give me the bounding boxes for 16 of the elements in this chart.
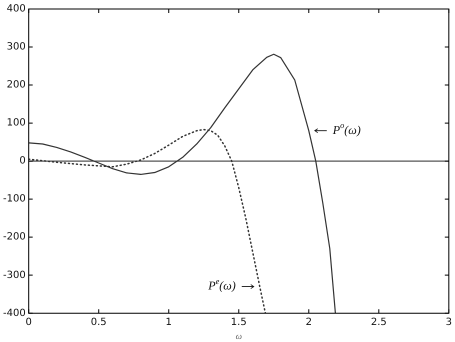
y-tick-label: 400 — [6, 4, 26, 15]
x-tick-label: 1 — [166, 316, 172, 328]
x-tick-label: 3 — [446, 316, 452, 328]
y-tick-label: -200 — [2, 232, 26, 243]
y-tick-label: 200 — [6, 80, 26, 91]
x-tick-label: 2.5 — [370, 316, 387, 328]
y-tick-label: -400 — [2, 308, 26, 319]
y-tick-label: 300 — [6, 42, 26, 53]
x-tick-label: 2 — [306, 316, 312, 328]
x-tick-label: 1.5 — [230, 316, 247, 328]
y-tick-label: -300 — [2, 270, 26, 281]
y-tick-label: 0 — [19, 156, 26, 167]
x-axis-title: ω — [236, 330, 242, 341]
y-tick-label: -100 — [2, 194, 26, 205]
x-tick-label: 0.5 — [90, 316, 107, 328]
y-tick-label: 100 — [6, 118, 26, 129]
